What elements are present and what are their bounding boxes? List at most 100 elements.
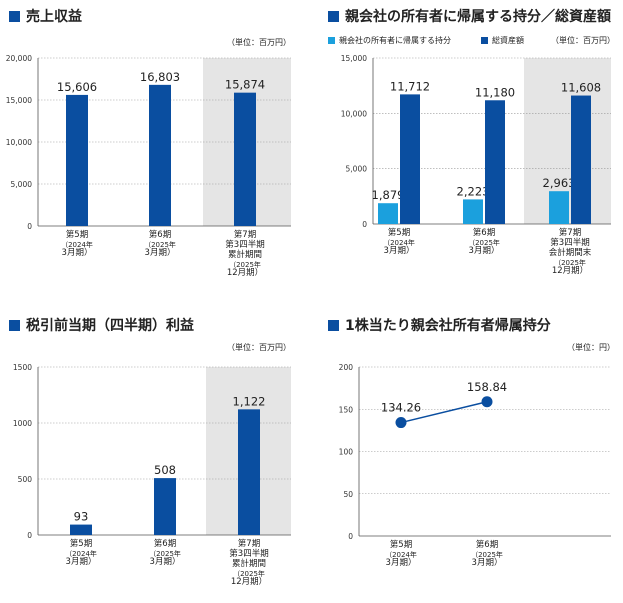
data-label: 2,223 <box>457 184 490 198</box>
x-tick-label: 第5期 <box>66 229 88 240</box>
eps-chart-svg: 200150100500134.26158.84第5期（2024年3月期）第6期… <box>339 363 611 568</box>
y-tick-label: 200 <box>339 363 354 372</box>
y-tick-label: 100 <box>339 448 354 457</box>
bar <box>66 94 88 226</box>
bar <box>485 100 505 224</box>
bar <box>234 92 256 226</box>
data-point <box>481 396 493 408</box>
revenue-chart-svg: 20,000 15,000 10,000 5,000 0 15,606 16,803 15,8… <box>6 54 291 278</box>
bar <box>549 191 569 224</box>
x-tick-label: （2025年 <box>554 258 586 267</box>
x-tick-label: 第5期 <box>390 539 412 550</box>
y-tick-label: 500 <box>18 475 33 484</box>
data-label: 16,803 <box>140 70 180 84</box>
x-tick-label: 累計期間 <box>228 249 262 260</box>
x-tick-label: 第6期 <box>476 539 498 550</box>
pretax-chart-svg: 150010005000935081,122第5期（2024年3月期）第6期（2… <box>13 363 291 587</box>
legend-label: 親会社の所有者に帰属する持分 <box>339 36 451 45</box>
x-tick-label: 12月期） <box>227 267 263 278</box>
title-square-icon <box>328 319 339 331</box>
x-tick-label: 3月期） <box>386 557 417 568</box>
y-tick-label: 15,000 <box>6 96 32 105</box>
bar <box>400 94 420 224</box>
bar <box>463 199 483 224</box>
data-label: 11,712 <box>390 79 430 93</box>
x-tick-label: 第6期 <box>149 229 171 240</box>
x-tick-label: 3月期） <box>472 557 503 568</box>
eps-chart-panel: 1株当たり親会社所有者帰属持分 （単位：円） 200 150 100 50 0 134.2… <box>311 303 623 603</box>
x-tick-label: （2024年 <box>383 238 415 247</box>
x-tick-label: （2025年 <box>229 260 261 269</box>
data-label: 158.84 <box>467 380 507 394</box>
x-tick-label: 3月期） <box>469 245 500 256</box>
y-tick-label: 0 <box>27 222 32 231</box>
equity-chart-panel: 親会社の所有者に帰属する持分／総資産額 親会社の所有者に帰属する持分 総資産額 … <box>311 0 623 300</box>
pretax-chart-panel: 税引前当期（四半期）利益 （単位：百万円） 1500 1000 500 0 93 508 1… <box>0 303 311 603</box>
data-label: 1,879 <box>372 188 405 202</box>
equity-legend-item-0: 親会社の所有者に帰属する持分 <box>328 35 451 46</box>
x-tick-label: （2025年 <box>149 549 181 558</box>
bar <box>378 203 398 224</box>
y-tick-label: 0 <box>27 531 32 540</box>
y-tick-label: 0 <box>348 532 353 541</box>
y-tick-label: 5,000 <box>346 165 368 174</box>
data-point <box>395 417 407 429</box>
bar <box>571 95 591 224</box>
eps-chart-title: 1株当たり親会社所有者帰属持分 <box>328 315 551 335</box>
bar <box>149 84 171 226</box>
eps-title-text: 1株当たり親会社所有者帰属持分 <box>345 318 551 334</box>
x-tick-label: 第3四半期 <box>225 239 264 250</box>
x-tick-label: 3月期） <box>384 245 415 256</box>
y-tick-label: 5,000 <box>11 180 33 189</box>
series-line <box>400 401 488 424</box>
equity-chart-svg: 15,000 10,000 5,000 0 1,879 2,223 2,963 11,712 1… <box>341 54 611 276</box>
x-tick-label: 第7期 <box>234 229 256 240</box>
x-tick-label: 第5期 <box>388 227 410 238</box>
revenue-unit: （単位：百万円） <box>227 38 291 47</box>
y-tick-label: 20,000 <box>6 54 32 63</box>
legend-swatch-dark <box>481 37 488 44</box>
y-tick-label: 1500 <box>13 363 32 372</box>
pretax-unit: （単位：百万円） <box>227 343 291 352</box>
y-tick-label: 10,000 <box>6 138 32 147</box>
y-tick-label: 15,000 <box>341 54 367 63</box>
equity-chart-title: 親会社の所有者に帰属する持分／総資産額 <box>328 6 611 26</box>
x-tick-label: 第7期 <box>238 538 260 549</box>
x-tick-label: （2025年 <box>144 240 176 249</box>
title-square-icon <box>9 319 20 331</box>
data-label: 93 <box>74 510 89 524</box>
revenue-chart-title: 売上収益 <box>9 6 82 26</box>
title-square-icon <box>9 10 20 22</box>
y-tick-label: 150 <box>339 405 354 414</box>
x-tick-label: （2024年 <box>385 550 417 559</box>
data-label: 15,874 <box>225 78 265 92</box>
legend-swatch-light <box>328 37 335 44</box>
data-label: 2,963 <box>543 176 576 190</box>
x-tick-label: （2025年 <box>471 550 503 559</box>
data-label: 11,608 <box>561 81 601 95</box>
x-tick-label: （2024年 <box>65 549 97 558</box>
legend-label: 総資産額 <box>492 36 524 45</box>
x-tick-label: 12月期） <box>552 265 588 276</box>
x-tick-label: 第6期 <box>473 227 495 238</box>
x-tick-label: （2025年 <box>233 569 265 578</box>
x-tick-label: 第5期 <box>70 538 92 549</box>
pretax-title-text: 税引前当期（四半期）利益 <box>26 318 194 334</box>
data-label: 11,180 <box>475 85 515 99</box>
x-tick-label: 12月期） <box>231 576 267 587</box>
y-tick-label: 50 <box>343 490 353 499</box>
x-tick-label: 第6期 <box>154 538 176 549</box>
x-tick-label: 3月期） <box>66 556 97 567</box>
pretax-chart-title: 税引前当期（四半期）利益 <box>9 315 194 335</box>
revenue-title-text: 売上収益 <box>26 9 82 25</box>
data-label: 1,122 <box>233 394 266 408</box>
data-label: 15,606 <box>57 80 97 94</box>
x-tick-label: 累計期間 <box>232 558 266 569</box>
x-tick-label: （2025年 <box>468 238 500 247</box>
x-tick-label: 3月期） <box>62 247 93 258</box>
x-tick-label: 第7期 <box>559 227 581 238</box>
equity-legend-item-1: 総資産額 <box>481 35 524 46</box>
y-tick-label: 0 <box>362 220 367 229</box>
x-tick-label: 3月期） <box>145 247 176 258</box>
eps-unit: （単位：円） <box>567 343 615 352</box>
